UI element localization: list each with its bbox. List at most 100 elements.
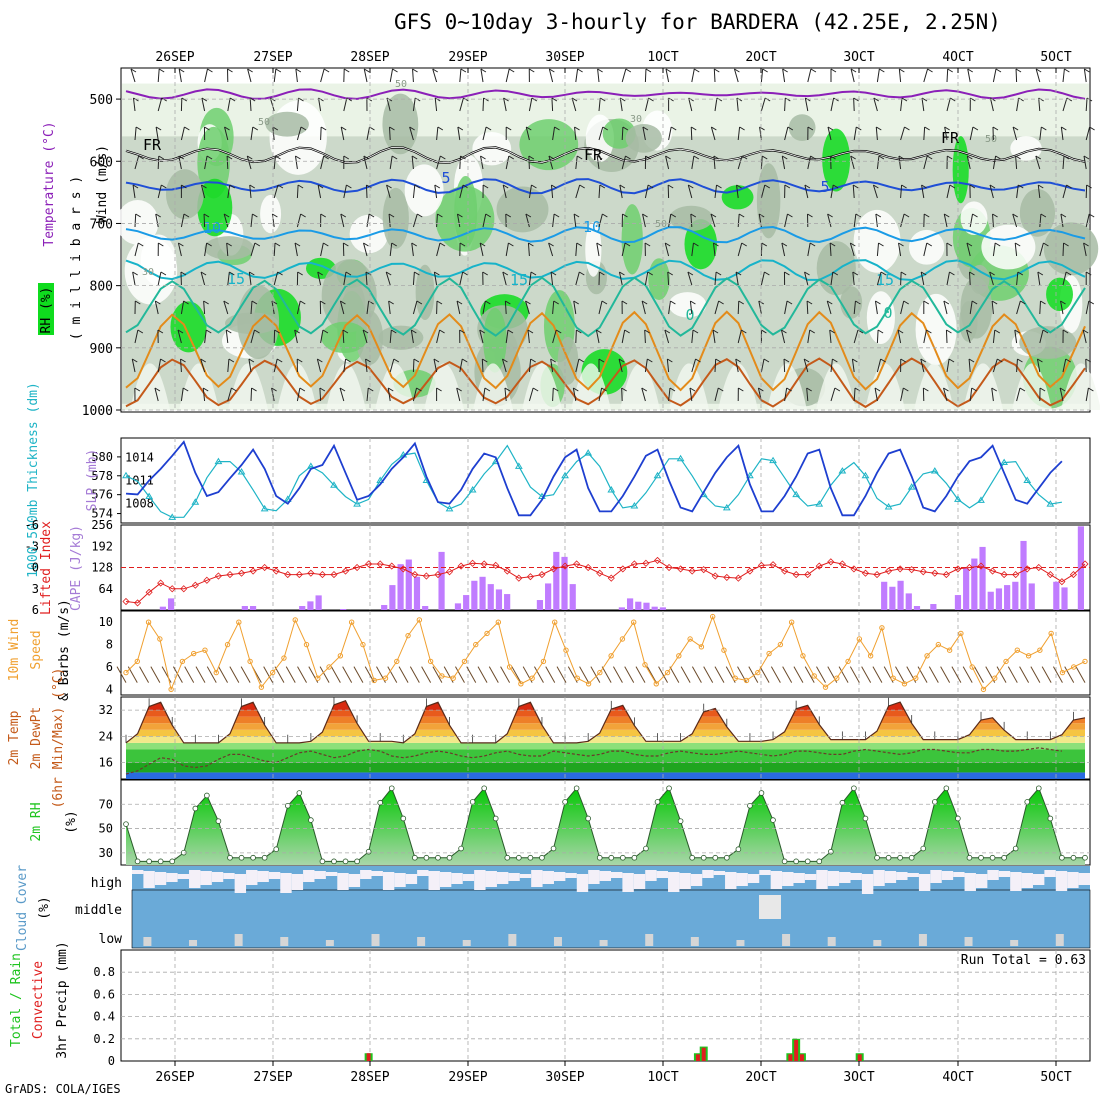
- wind-barb: [1039, 329, 1044, 344]
- ptick-label-900: 900: [90, 342, 113, 357]
- thickness-marker: [907, 483, 916, 490]
- rh-patch: [165, 169, 204, 220]
- wind-barb-flag: [182, 387, 189, 392]
- rh-patch: [321, 321, 368, 354]
- isotherm-label: 5: [820, 178, 829, 196]
- wind-barb: [992, 242, 996, 257]
- wind-barb-flag: [343, 155, 350, 160]
- wind-barb-flag: [161, 97, 167, 102]
- wind-barb-flag: [852, 184, 859, 189]
- thickness-tick: 580: [91, 450, 113, 464]
- wind-barb: [992, 329, 996, 344]
- cape-tick: 256: [91, 518, 113, 532]
- isotherm-label: FR: [143, 136, 162, 154]
- thickness-marker: [1000, 458, 1009, 466]
- wind-barb: [273, 242, 276, 257]
- wind-barb-flag: [1060, 213, 1067, 218]
- li-marker: [619, 565, 627, 573]
- wind-barb-flag: [924, 126, 930, 131]
- wind10-marker: [416, 617, 423, 623]
- wind10-barb: [1007, 666, 1018, 683]
- wind-barb: [157, 184, 162, 199]
- ptick-label-800: 800: [90, 280, 113, 295]
- wind-barb: [389, 358, 395, 373]
- rh2m-marker: [238, 854, 245, 861]
- wind-barb: [760, 155, 763, 170]
- wind10-marker: [303, 641, 310, 648]
- ylabel-precip-total: Total / Rain: [9, 953, 24, 1047]
- wind-barb: [689, 387, 693, 402]
- wind-barb: [363, 155, 368, 170]
- wind-barb: [618, 358, 623, 373]
- wind-barb-flag: [901, 97, 908, 102]
- rh2m-tick: 70: [99, 797, 113, 811]
- rh2m-marker: [1059, 854, 1065, 861]
- wind10-line: [125, 615, 1086, 692]
- li-marker: [1035, 563, 1043, 572]
- li-marker: [538, 571, 546, 579]
- cape-bar: [438, 551, 445, 610]
- wind-barb-flag: [223, 300, 230, 305]
- wind-barb: [712, 242, 716, 257]
- cloud-high-gap: [143, 871, 155, 888]
- wind-barb-flag: [138, 155, 144, 160]
- wind-barb-flag: [553, 213, 560, 218]
- wind-barb: [1039, 242, 1044, 257]
- wind-barb: [247, 68, 252, 83]
- wind-barb-flag: [300, 213, 306, 218]
- wind-barb: [180, 387, 184, 402]
- wind-barb-flag: [807, 213, 813, 218]
- wind-barb-flag: [203, 213, 210, 218]
- li-marker: [815, 562, 823, 570]
- wind10-marker: [676, 653, 682, 659]
- rh2m-marker: [458, 845, 464, 852]
- wind-barb: [571, 97, 577, 112]
- li-marker: [700, 566, 708, 574]
- wind-barb-flag: [363, 155, 370, 160]
- wind10-marker: [247, 658, 253, 665]
- wind-barb-flag: [201, 184, 207, 189]
- rh2m-marker: [1024, 799, 1031, 805]
- wind-barb: [412, 184, 416, 199]
- wind-barb: [780, 329, 786, 344]
- wind10-marker: [800, 653, 806, 659]
- ylabel-millibars: ( m i l l i b a r s ): [69, 176, 84, 340]
- cape-bar: [626, 598, 634, 610]
- wind-barb-flag: [132, 271, 138, 276]
- li-marker: [122, 597, 130, 606]
- wind-barb-flag: [576, 155, 583, 160]
- wind-barb: [504, 387, 507, 402]
- wind-barb: [1012, 213, 1018, 228]
- wind10-barb: [477, 666, 488, 683]
- wind10-marker: [1082, 658, 1088, 665]
- wind-barb: [572, 387, 577, 402]
- wind-barb: [876, 242, 880, 257]
- wind10-barb: [195, 666, 206, 683]
- li-marker: [353, 563, 361, 572]
- cloud-high-gap: [189, 870, 201, 888]
- li-marker: [237, 569, 246, 577]
- wind-barb-flag: [434, 184, 441, 189]
- cloud-low-gap: [553, 937, 562, 946]
- li-tick: 0: [32, 561, 39, 575]
- wind-barb: [850, 68, 855, 83]
- li-marker: [1058, 578, 1066, 586]
- wind-barb-flag: [319, 387, 326, 392]
- cape-bar: [913, 606, 921, 610]
- wind-barb: [528, 97, 533, 112]
- wind10-barb: [703, 666, 714, 683]
- cloud-high-gap: [759, 870, 771, 875]
- wind-barb: [157, 155, 160, 170]
- wind10-barb: [330, 666, 341, 683]
- wind-barb: [527, 329, 530, 344]
- wind-barb: [502, 184, 507, 199]
- wind10-marker: [450, 675, 456, 681]
- wind-barb-flag: [364, 68, 370, 73]
- wind10-barb: [488, 666, 499, 683]
- wind-barb: [436, 213, 438, 228]
- wind-barb-flag: [695, 358, 701, 363]
- wind-barb: [1012, 126, 1018, 141]
- wind-barb: [525, 300, 530, 315]
- wind10-barb: [500, 666, 511, 683]
- wind-barb: [412, 97, 416, 112]
